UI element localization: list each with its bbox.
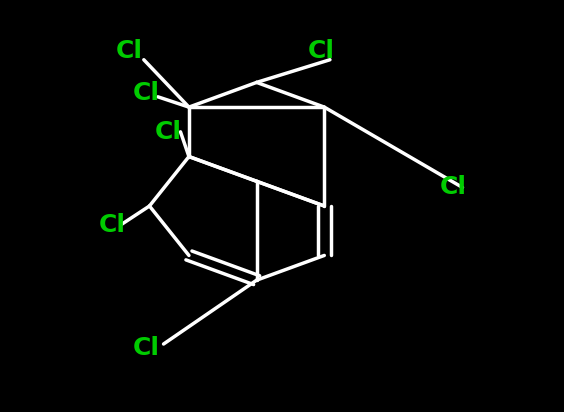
Text: Cl: Cl <box>133 81 160 105</box>
Text: Cl: Cl <box>155 120 182 144</box>
Text: Cl: Cl <box>133 336 160 360</box>
Text: Cl: Cl <box>440 176 467 199</box>
Text: Cl: Cl <box>99 213 126 236</box>
Text: Cl: Cl <box>307 40 334 63</box>
Text: Cl: Cl <box>116 40 143 63</box>
